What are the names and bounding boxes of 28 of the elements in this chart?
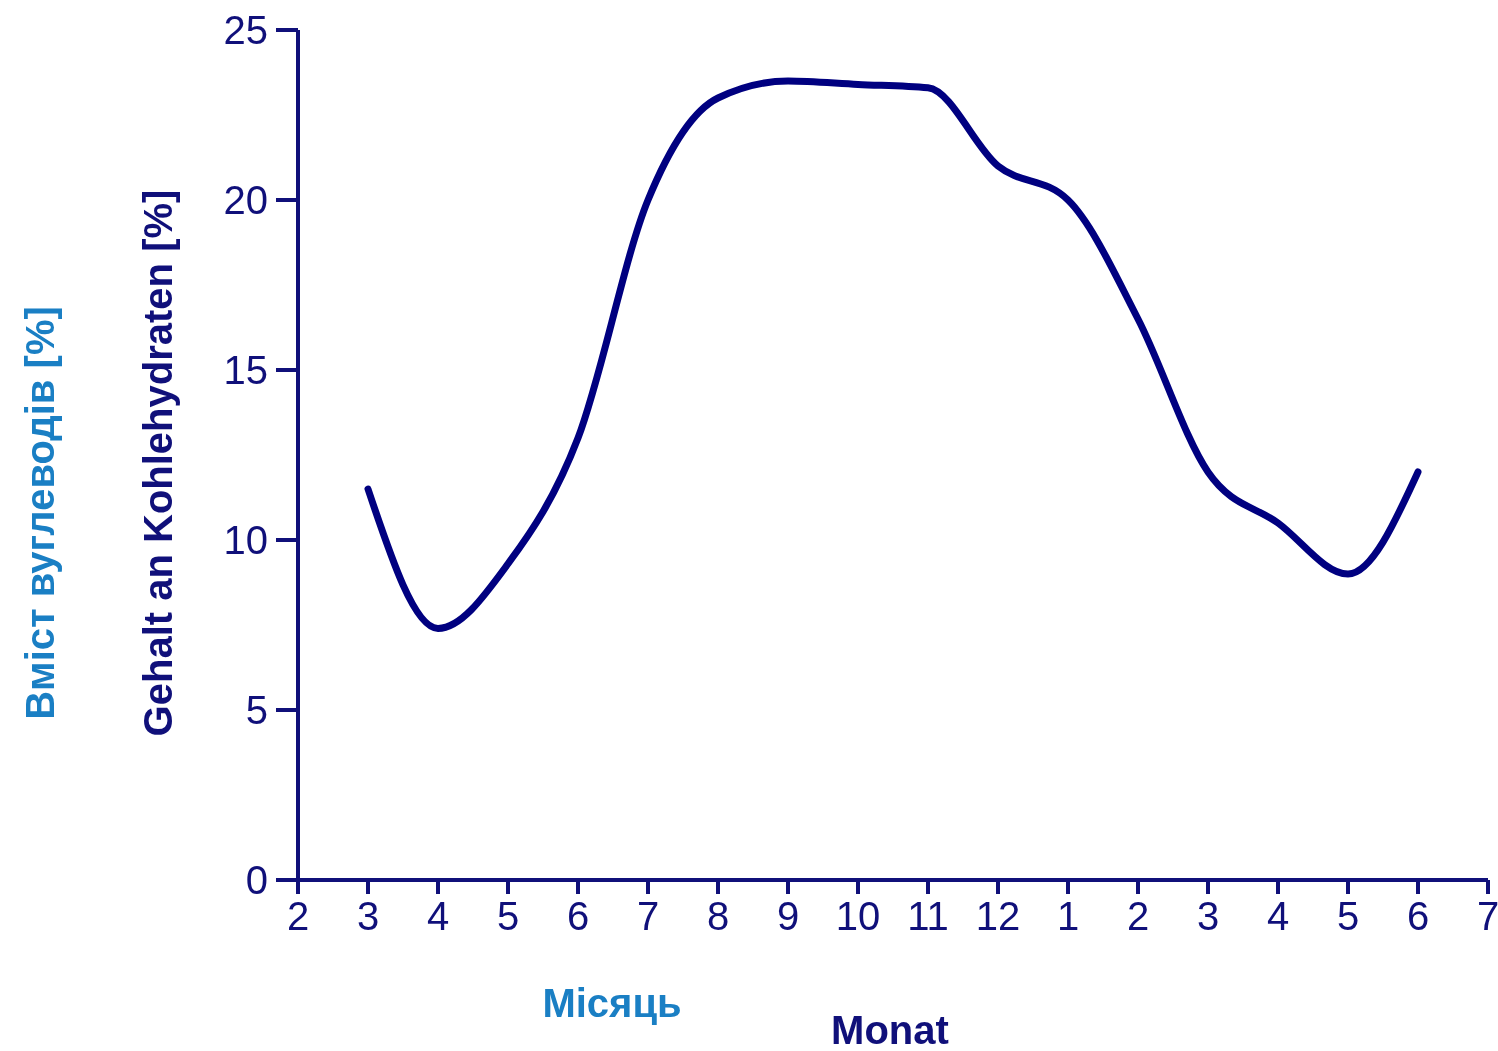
x-tick-label: 4 xyxy=(1266,894,1290,939)
x-tick-label: 10 xyxy=(835,894,881,939)
x-tick-label: 2 xyxy=(1126,894,1150,939)
x-tick-label: 2 xyxy=(286,894,310,939)
x-tick-label: 9 xyxy=(776,894,800,939)
y-tick-label: 15 xyxy=(223,348,268,393)
x-tick-label: 5 xyxy=(1336,894,1360,939)
x-tick-label: 11 xyxy=(907,894,949,939)
y-axis-title: Gehalt an Kohlehydraten [%] xyxy=(135,189,181,737)
x-tick-label: 6 xyxy=(1406,894,1430,939)
text: Місяць xyxy=(542,980,682,1026)
x-tick-label: 7 xyxy=(1476,894,1498,939)
x-tick-label: 1 xyxy=(1056,894,1080,939)
x-tick-label: 3 xyxy=(1196,894,1220,939)
x-axis-title: Monat xyxy=(831,1007,949,1051)
y-tick-label: 20 xyxy=(223,178,268,223)
text: Вміст вуглеводів [%] xyxy=(17,306,63,720)
y-tick-label: 0 xyxy=(245,858,268,903)
x-tick-label: 12 xyxy=(975,894,1021,939)
x-tick-label: 7 xyxy=(636,894,660,939)
x-tick-label: 3 xyxy=(356,894,380,939)
y-tick-label: 25 xyxy=(223,8,268,53)
x-tick-label: 6 xyxy=(566,894,590,939)
x-tick-label: 5 xyxy=(496,894,520,939)
x-tick-label: 4 xyxy=(426,894,450,939)
y-tick-label: 10 xyxy=(223,518,268,563)
y-tick-label: 5 xyxy=(245,688,268,733)
x-tick-label: 8 xyxy=(706,894,730,939)
